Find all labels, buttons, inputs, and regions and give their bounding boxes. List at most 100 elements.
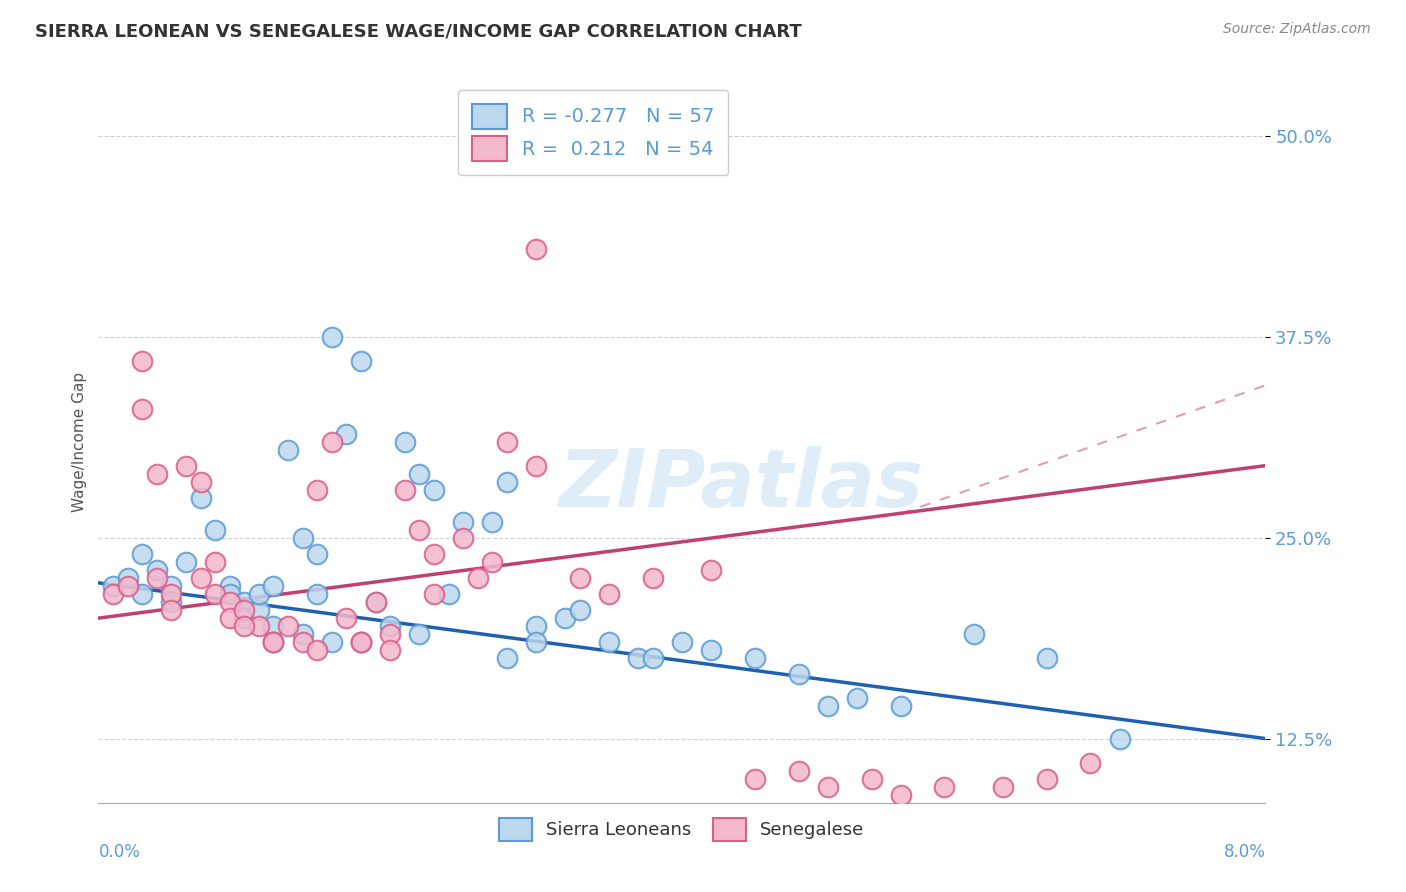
- Point: [394, 483, 416, 497]
- Point: [700, 643, 723, 657]
- Point: [394, 434, 416, 449]
- Point: [101, 579, 124, 593]
- Point: [568, 571, 591, 585]
- Point: [291, 635, 314, 649]
- Point: [335, 611, 357, 625]
- Point: [451, 515, 474, 529]
- Point: [204, 587, 226, 601]
- Point: [817, 780, 839, 794]
- Text: Source: ZipAtlas.com: Source: ZipAtlas.com: [1223, 22, 1371, 37]
- Point: [524, 635, 547, 649]
- Point: [380, 627, 402, 641]
- Point: [190, 571, 212, 585]
- Point: [423, 547, 446, 561]
- Point: [218, 587, 240, 601]
- Point: [131, 402, 153, 417]
- Point: [233, 619, 256, 633]
- Point: [233, 611, 256, 625]
- Point: [380, 643, 402, 657]
- Point: [496, 651, 519, 665]
- Point: [554, 611, 576, 625]
- Point: [962, 627, 984, 641]
- Point: [131, 354, 153, 368]
- Point: [627, 651, 650, 665]
- Point: [890, 699, 912, 714]
- Point: [146, 571, 169, 585]
- Point: [146, 563, 169, 577]
- Point: [204, 555, 226, 569]
- Point: [568, 603, 591, 617]
- Point: [700, 563, 723, 577]
- Point: [934, 780, 956, 794]
- Point: [991, 780, 1014, 794]
- Point: [350, 635, 373, 649]
- Point: [364, 595, 387, 609]
- Point: [860, 772, 883, 786]
- Point: [598, 587, 620, 601]
- Point: [787, 764, 810, 778]
- Legend: Sierra Leoneans, Senegalese: Sierra Leoneans, Senegalese: [492, 810, 872, 848]
- Point: [233, 595, 256, 609]
- Point: [131, 547, 153, 561]
- Point: [350, 635, 373, 649]
- Point: [641, 651, 664, 665]
- Point: [408, 467, 430, 481]
- Point: [598, 635, 620, 649]
- Point: [117, 571, 139, 585]
- Point: [160, 579, 183, 593]
- Point: [744, 772, 766, 786]
- Point: [146, 467, 169, 481]
- Point: [467, 571, 489, 585]
- Point: [218, 579, 240, 593]
- Point: [437, 587, 460, 601]
- Point: [262, 635, 284, 649]
- Point: [335, 426, 357, 441]
- Point: [744, 651, 766, 665]
- Text: 0.0%: 0.0%: [98, 843, 141, 861]
- Point: [321, 635, 343, 649]
- Point: [481, 555, 503, 569]
- Point: [787, 667, 810, 681]
- Point: [408, 627, 430, 641]
- Text: ZIPatlas: ZIPatlas: [558, 446, 922, 524]
- Point: [291, 531, 314, 545]
- Point: [524, 619, 547, 633]
- Point: [233, 603, 256, 617]
- Point: [524, 458, 547, 473]
- Point: [1035, 772, 1057, 786]
- Point: [131, 587, 153, 601]
- Point: [350, 635, 373, 649]
- Text: SIERRA LEONEAN VS SENEGALESE WAGE/INCOME GAP CORRELATION CHART: SIERRA LEONEAN VS SENEGALESE WAGE/INCOME…: [35, 22, 801, 40]
- Point: [307, 587, 329, 601]
- Point: [451, 531, 474, 545]
- Point: [190, 475, 212, 489]
- Point: [101, 587, 124, 601]
- Point: [1035, 651, 1057, 665]
- Point: [380, 619, 402, 633]
- Point: [364, 595, 387, 609]
- Point: [247, 587, 270, 601]
- Point: [1080, 756, 1102, 770]
- Point: [291, 627, 314, 641]
- Point: [307, 483, 329, 497]
- Point: [321, 330, 343, 344]
- Point: [247, 619, 270, 633]
- Point: [174, 458, 197, 473]
- Text: 8.0%: 8.0%: [1223, 843, 1265, 861]
- Point: [817, 699, 839, 714]
- Point: [890, 788, 912, 802]
- Point: [262, 635, 284, 649]
- Point: [160, 603, 183, 617]
- Point: [321, 434, 343, 449]
- Point: [262, 579, 284, 593]
- Point: [247, 603, 270, 617]
- Point: [423, 483, 446, 497]
- Point: [481, 515, 503, 529]
- Point: [218, 611, 240, 625]
- Point: [174, 555, 197, 569]
- Point: [845, 691, 868, 706]
- Point: [307, 643, 329, 657]
- Y-axis label: Wage/Income Gap: Wage/Income Gap: [72, 371, 87, 512]
- Point: [496, 434, 519, 449]
- Point: [496, 475, 519, 489]
